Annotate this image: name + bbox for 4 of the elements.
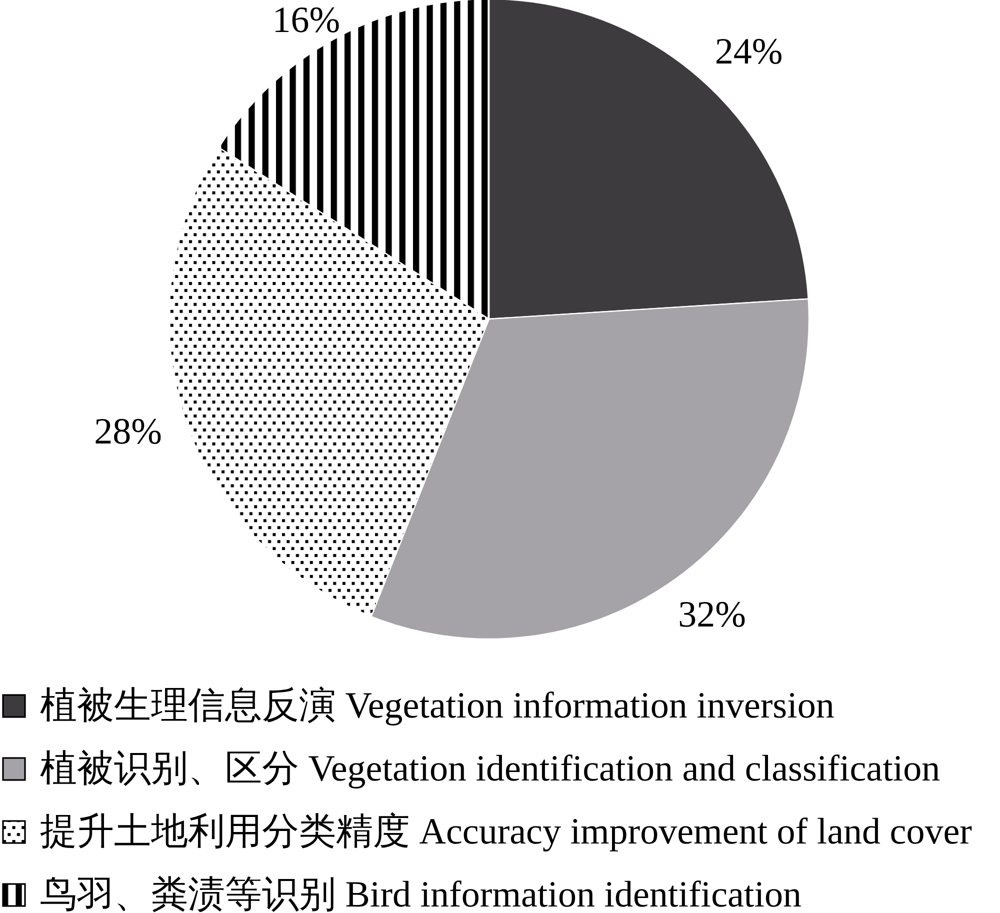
- legend-label: 鸟羽、粪渍等识别 Bird information identification: [40, 874, 802, 913]
- legend-label: 提升土地利用分类精度 Accuracy improvement of land cover: [40, 812, 972, 852]
- legend-label: 植被生理信息反演 Vegetation information inversion: [40, 686, 834, 726]
- legend-label: 植被识别、区分 Vegetation identification and classification: [40, 748, 940, 790]
